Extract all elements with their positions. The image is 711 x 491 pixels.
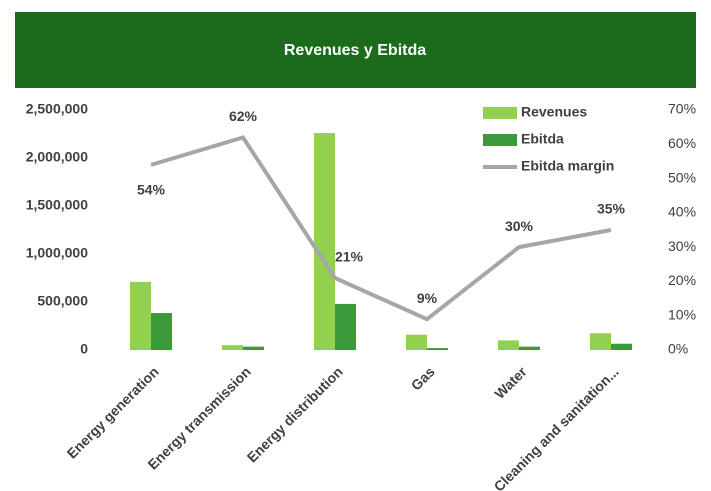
- y-tick-label: 1,000,000: [26, 245, 88, 261]
- y2-tick-label: 60%: [668, 135, 696, 151]
- bar: [151, 313, 172, 350]
- bar: [314, 133, 335, 350]
- bar: [498, 340, 519, 350]
- data-label: 54%: [137, 182, 166, 198]
- data-label: 35%: [597, 201, 626, 217]
- data-label: 62%: [229, 108, 258, 124]
- bar: [427, 348, 448, 350]
- y2-tick-label: 40%: [668, 204, 696, 220]
- y2-tick-label: 50%: [668, 169, 696, 185]
- data-label: 9%: [417, 290, 438, 306]
- y2-tick-label: 20%: [668, 272, 696, 288]
- x-tick-label: Energy generation: [64, 363, 162, 461]
- x-tick-label: Gas: [408, 363, 438, 393]
- legend-label: Revenues: [521, 104, 587, 120]
- data-label: 30%: [505, 218, 534, 234]
- legend-swatch: [483, 107, 517, 119]
- y-tick-label: 500,000: [37, 293, 88, 309]
- chart-title: Revenues y Ebitda: [284, 42, 426, 59]
- y-tick-label: 1,500,000: [26, 197, 88, 213]
- y-tick-label: 2,000,000: [26, 149, 88, 165]
- bar: [222, 345, 243, 350]
- margin-line: [150, 135, 612, 322]
- bar: [406, 334, 427, 350]
- x-tick-label: Energy distribution: [244, 363, 346, 465]
- x-tick-label: Water: [491, 363, 530, 402]
- bar: [130, 281, 151, 350]
- bar: [590, 333, 611, 350]
- header-band: [15, 12, 696, 88]
- y2-tick-label: 70%: [668, 101, 696, 117]
- x-tick-label: Energy transmission: [144, 363, 253, 472]
- bar: [519, 346, 540, 350]
- legend-swatch: [483, 134, 517, 146]
- y-tick-label: 0: [80, 341, 88, 357]
- y-tick-label: 2,500,000: [26, 101, 88, 117]
- y2-tick-label: 10%: [668, 306, 696, 322]
- legend-label: Ebitda margin: [521, 158, 614, 174]
- bar: [243, 346, 264, 350]
- bar: [335, 303, 356, 350]
- y2-tick-label: 0%: [668, 341, 688, 357]
- legend-label: Ebitda: [521, 131, 564, 147]
- data-label: 21%: [335, 249, 364, 265]
- bar: [611, 343, 632, 350]
- y2-tick-label: 30%: [668, 238, 696, 254]
